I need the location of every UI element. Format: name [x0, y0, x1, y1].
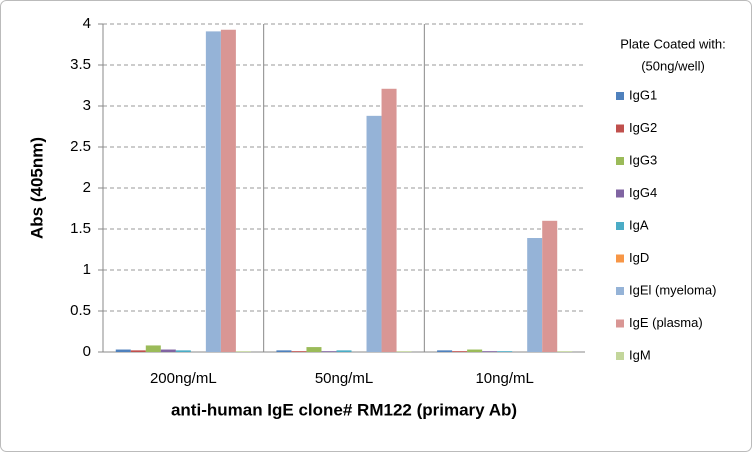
- bar: [321, 351, 337, 352]
- y-tick-label: 4: [83, 15, 91, 32]
- legend-swatch: [616, 92, 624, 100]
- y-tick-label: 1.5: [70, 220, 91, 237]
- legend-label: IgM: [629, 347, 651, 362]
- legend-label: IgD: [629, 250, 649, 265]
- bar: [527, 238, 543, 352]
- legend-label: IgEl (myeloma): [629, 282, 716, 297]
- y-tick-label: 0.5: [70, 302, 91, 319]
- bar: [396, 351, 412, 352]
- bar: [467, 349, 483, 352]
- bar: [306, 347, 322, 352]
- legend-swatch: [616, 189, 624, 198]
- y-axis-title: Abs (405nm): [27, 137, 46, 239]
- bar: [145, 345, 161, 352]
- bar: [381, 88, 397, 352]
- bar: [291, 351, 307, 352]
- y-tick-label: 1: [83, 261, 91, 278]
- y-tick-label: 3.5: [70, 56, 91, 73]
- x-axis-title: anti-human IgE clone# RM122 (primary Ab): [171, 400, 517, 419]
- y-tick-label: 0: [83, 343, 91, 360]
- x-tick-label: 50ng/mL: [315, 370, 373, 387]
- bar: [130, 350, 146, 352]
- x-tick-label: 10ng/mL: [475, 370, 533, 387]
- y-tick-label: 2: [83, 179, 91, 196]
- legend-label: IgA: [629, 217, 649, 232]
- y-tick-label: 2.5: [70, 138, 91, 155]
- legend-swatch: [616, 157, 624, 165]
- legend-title: Plate Coated with:: [620, 36, 726, 51]
- legend-title: (50ng/well): [641, 58, 705, 73]
- bar: [482, 351, 498, 352]
- legend-swatch: [616, 222, 624, 230]
- bar: [452, 351, 468, 352]
- bar: [235, 351, 251, 352]
- bar: [276, 350, 292, 352]
- legend-label: IgE (plasma): [629, 315, 703, 330]
- legend-swatch: [616, 319, 624, 328]
- bar: [497, 351, 513, 352]
- legend-swatch: [616, 254, 624, 263]
- bar: [542, 220, 558, 352]
- bar: [220, 29, 236, 353]
- x-tick-label: 200ng/mL: [150, 370, 217, 387]
- bar: [115, 349, 131, 352]
- legend-label: IgG2: [629, 120, 657, 135]
- legend-swatch: [616, 124, 624, 133]
- bar: [557, 351, 573, 352]
- bar: [366, 115, 382, 352]
- legend-swatch: [616, 287, 624, 295]
- legend-label: IgG1: [629, 87, 657, 102]
- bar: [205, 31, 221, 352]
- legend-swatch: [616, 352, 624, 360]
- bar: [437, 350, 453, 352]
- bar: [175, 350, 191, 352]
- legend-label: IgG4: [629, 185, 657, 200]
- bar: [160, 349, 176, 352]
- bar: [336, 350, 352, 352]
- legend-label: IgG3: [629, 152, 657, 167]
- y-tick-label: 3: [83, 97, 91, 114]
